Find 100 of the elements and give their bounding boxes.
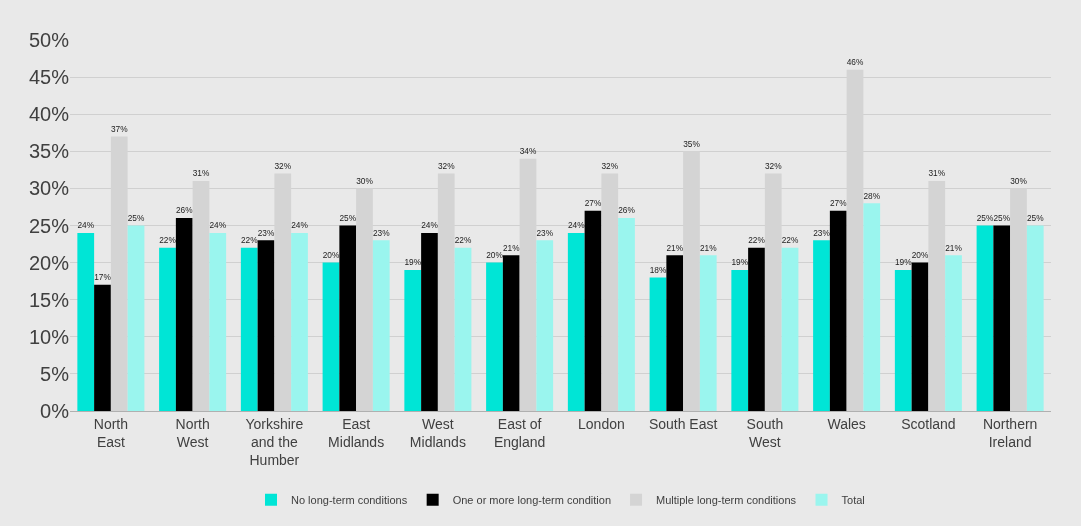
- bar: [291, 232, 308, 411]
- data-label: 31%: [928, 168, 946, 179]
- y-tick-label: 35%: [28, 140, 70, 163]
- data-label: 24%: [567, 220, 586, 231]
- bar: [454, 247, 472, 411]
- data-label: 32%: [601, 160, 619, 171]
- y-tick-label: 25%: [28, 214, 70, 237]
- data-label: 26%: [618, 205, 636, 216]
- legend-label: Multiple long-term conditions: [656, 493, 797, 506]
- data-label: 31%: [192, 168, 210, 179]
- legend-label: No long-term conditions: [291, 493, 408, 506]
- bar: [175, 218, 193, 411]
- data-label: 30%: [1010, 175, 1028, 186]
- data-label: 22%: [781, 235, 799, 246]
- bar: [894, 270, 912, 411]
- bar: [731, 270, 749, 411]
- data-label: 19%: [894, 257, 913, 268]
- x-tick-label: Wales: [827, 415, 866, 432]
- bar: [404, 270, 422, 411]
- data-label: 24%: [77, 220, 95, 231]
- bar: [781, 247, 799, 411]
- bar: [863, 203, 881, 411]
- bar: [77, 232, 95, 411]
- data-label: 21%: [666, 242, 684, 253]
- data-label: 25%: [976, 212, 994, 223]
- bar: [421, 232, 438, 411]
- x-tick-label: Northern Ireland: [982, 415, 1038, 450]
- bar: [257, 240, 275, 411]
- data-label: 30%: [356, 175, 374, 186]
- y-tick-label: 50%: [28, 29, 70, 51]
- data-label: 25%: [127, 212, 145, 223]
- data-label: 26%: [175, 205, 194, 216]
- data-label: 25%: [1026, 212, 1045, 223]
- data-label: 27%: [584, 197, 602, 208]
- legend-label: Total: [841, 493, 865, 506]
- data-label: 22%: [454, 235, 472, 246]
- data-label: 20%: [322, 249, 340, 260]
- data-label: 23%: [372, 227, 391, 238]
- data-label: 20%: [486, 249, 504, 260]
- bar: [127, 225, 145, 411]
- bar: [945, 255, 962, 411]
- bar: [993, 225, 1011, 411]
- data-label: 21%: [502, 242, 521, 253]
- y-tick-label: 10%: [28, 325, 70, 348]
- bar: [339, 225, 357, 411]
- x-tick-label: East of England: [493, 415, 546, 450]
- data-label: 25%: [993, 212, 1011, 223]
- data-label: 22%: [748, 235, 766, 246]
- bar: [911, 262, 929, 411]
- y-tick-label: 15%: [28, 288, 70, 311]
- bar: [209, 232, 227, 411]
- x-tick-label: South East: [648, 415, 718, 432]
- bar: [486, 262, 503, 411]
- data-label: 20%: [911, 249, 929, 260]
- data-label: 28%: [863, 190, 881, 201]
- data-label: 23%: [257, 227, 275, 238]
- x-tick-label: North West: [175, 415, 210, 450]
- y-tick-label: 45%: [28, 66, 70, 89]
- data-label: 18%: [649, 264, 667, 275]
- bar: [322, 262, 340, 411]
- data-label: 23%: [536, 227, 554, 238]
- data-label: 37%: [110, 123, 129, 134]
- data-label: 24%: [421, 220, 439, 231]
- data-label: 46%: [846, 57, 864, 68]
- data-label: 22%: [240, 235, 259, 246]
- y-tick-label: 20%: [28, 251, 70, 274]
- data-label: 27%: [829, 197, 848, 208]
- x-tick-label: Yorkshire and the Humber: [245, 415, 304, 469]
- data-label: 22%: [159, 235, 177, 246]
- bar: [372, 240, 390, 411]
- bar: [502, 255, 520, 411]
- x-tick-label: West Midlands: [409, 415, 466, 450]
- x-tick-label: Scotland: [901, 415, 956, 432]
- data-label: 19%: [731, 257, 749, 268]
- bar: [567, 232, 585, 411]
- bar: [618, 218, 635, 411]
- bar: [748, 247, 765, 411]
- bar: [536, 240, 554, 411]
- bar: [584, 210, 602, 411]
- data-label: 19%: [404, 257, 422, 268]
- data-label: 34%: [519, 146, 537, 157]
- data-label: 32%: [437, 160, 456, 171]
- bar: [159, 247, 176, 411]
- x-tick-label: South West: [746, 415, 784, 450]
- data-label: 32%: [274, 160, 292, 171]
- bar: [976, 225, 994, 411]
- bar: [813, 240, 830, 411]
- y-tick-label: 30%: [28, 177, 70, 200]
- data-label: 23%: [813, 227, 831, 238]
- x-tick-label: East Midlands: [328, 415, 385, 450]
- y-tick-label: 5%: [40, 362, 70, 385]
- data-label: 25%: [339, 212, 357, 223]
- bar: [699, 255, 717, 411]
- bar: [94, 284, 111, 411]
- data-label: 32%: [764, 160, 783, 171]
- data-label: 35%: [683, 138, 701, 149]
- bar: [649, 277, 667, 411]
- data-label: 21%: [699, 242, 718, 253]
- bar: [829, 210, 847, 411]
- data-label: 21%: [945, 242, 963, 253]
